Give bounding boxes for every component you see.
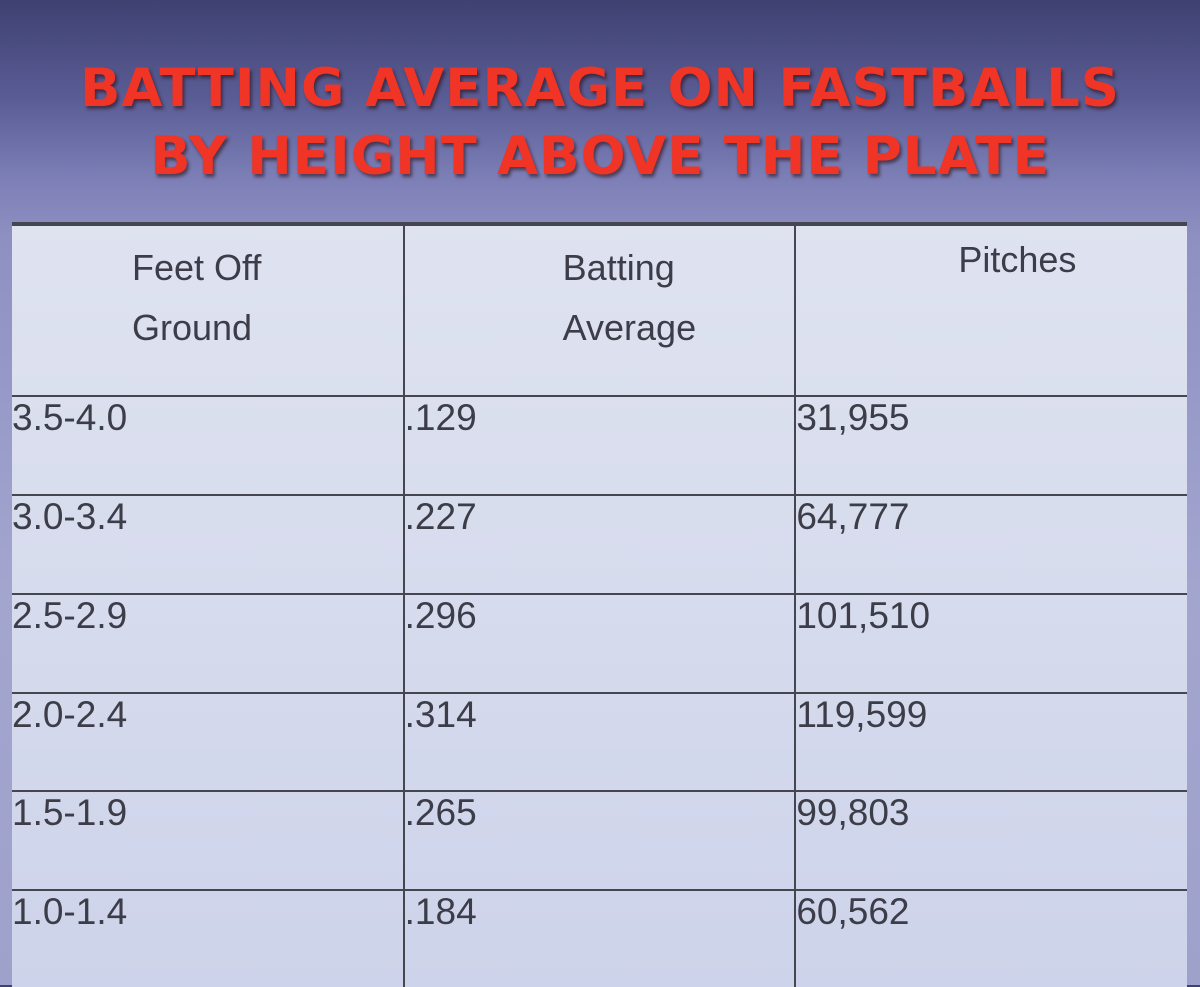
column-header-pitches-label: Pitches xyxy=(958,239,1077,280)
data-table-container: Feet Off Ground Batting Average Pitches … xyxy=(12,222,1187,987)
batting-average-table: Feet Off Ground Batting Average Pitches … xyxy=(12,224,1187,987)
column-header-feet-off-ground-label: Feet Off Ground xyxy=(132,247,262,348)
cell-batting-average: .184 xyxy=(402,889,797,987)
cell-batting-average: .129 xyxy=(402,395,797,496)
cell-height-range: 2.5-2.9 xyxy=(12,592,405,694)
slide-title: BATTING AVERAGE ON FASTBALLS BY HEIGHT A… xyxy=(80,58,1120,187)
cell-pitches: 31,955 xyxy=(794,395,1187,496)
column-header-batting-average: Batting Average xyxy=(402,224,797,397)
cell-pitches: 99,803 xyxy=(794,790,1187,892)
cell-height-range: 3.0-3.4 xyxy=(12,493,405,595)
table-row: 2.0-2.4 .314 119,599 xyxy=(12,691,1187,793)
column-header-pitches: Pitches xyxy=(794,224,1187,397)
cell-batting-average: .296 xyxy=(402,592,797,694)
cell-pitches: 64,777 xyxy=(794,493,1187,595)
table-row: 3.0-3.4 .227 64,777 xyxy=(12,493,1187,595)
table-header-row: Feet Off Ground Batting Average Pitches xyxy=(12,224,1187,397)
table-row: 1.5-1.9 .265 99,803 xyxy=(12,790,1187,892)
table-row: 3.5-4.0 .129 31,955 xyxy=(12,395,1187,496)
cell-pitches: 101,510 xyxy=(794,592,1187,694)
cell-batting-average: .227 xyxy=(402,493,797,595)
cell-batting-average: .314 xyxy=(402,691,797,793)
cell-height-range: 1.5-1.9 xyxy=(12,790,405,892)
cell-height-range: 1.0-1.4 xyxy=(12,889,405,987)
table-row: 2.5-2.9 .296 101,510 xyxy=(12,592,1187,694)
cell-height-range: 3.5-4.0 xyxy=(12,395,405,496)
column-header-feet-off-ground: Feet Off Ground xyxy=(12,224,405,397)
table-row: 1.0-1.4 .184 60,562 xyxy=(12,889,1187,987)
column-header-batting-average-label: Batting Average xyxy=(562,247,697,348)
cell-pitches: 119,599 xyxy=(794,691,1187,793)
cell-pitches: 60,562 xyxy=(794,889,1187,987)
cell-height-range: 2.0-2.4 xyxy=(12,691,405,793)
cell-batting-average: .265 xyxy=(402,790,797,892)
